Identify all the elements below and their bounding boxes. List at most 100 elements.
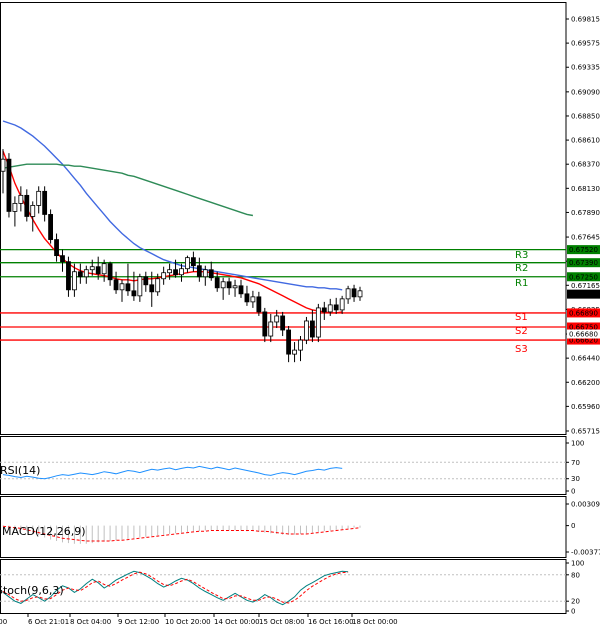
candle-body [119,283,125,291]
candle [89,259,95,276]
time-tick-label: 14 Oct 00:00 [214,618,260,626]
candle-body [351,288,357,298]
rsi-line [2,465,343,480]
candle [6,153,12,218]
moving-average-line [2,120,343,291]
candle [185,255,190,273]
rsi-tick-label: 30 [571,475,580,483]
level-price-box [567,272,600,282]
candle [77,263,83,284]
candle-body [77,271,83,278]
candle [256,291,262,316]
price-tick-label: 0.69090 [571,88,600,96]
time-tick-label: 5 Oct 13:00 [0,618,7,626]
rsi-panel-frame [0,436,567,495]
candle [48,209,53,244]
candle [101,259,107,282]
price-tick-label: 0.69575 [571,40,600,48]
candle-body [113,279,119,291]
candle [238,279,244,298]
candle-body [89,266,95,271]
macd-tick-label: -0.003776 [571,549,600,557]
candle [60,249,65,272]
candle [173,259,178,278]
candle [250,290,256,308]
candle [208,261,214,281]
candle [226,277,232,295]
candle-body [220,281,226,289]
level-name-s2: S2 [515,326,528,337]
candle-body [190,257,196,267]
candle-body [250,296,256,303]
price-tick-label: 0.66440 [571,355,600,363]
candle [280,311,286,337]
candle [345,285,351,304]
candle [149,271,155,307]
candle-body [24,194,30,217]
candle-body [18,194,24,204]
candle [179,263,184,282]
level-name-r2: R2 [515,263,528,274]
candle [143,271,149,292]
extra-price-box [567,329,600,339]
price-tick-label: 0.68130 [571,185,600,193]
macd-panel-frame [0,496,567,558]
candle [113,271,119,294]
candle-body [286,329,292,355]
macd-tick-label: 0.003093 [571,501,600,509]
extra-price-label: 0.66680 [569,331,598,339]
stoch-line [2,570,349,606]
stoch-title: Stoch(9,6,3) [0,584,64,597]
candle [36,186,42,214]
price-panel-frame [0,2,567,435]
price-tick-label: 0.65960 [571,403,600,411]
candle-body [131,290,137,297]
time-tick-label: 9 Oct 12:00 [118,618,159,626]
price-tick-label: 0.67890 [571,209,600,217]
stoch-tick-label: 80 [571,571,580,579]
candle-body [298,339,303,351]
candle-body [256,296,262,313]
candle [196,257,202,282]
stoch-tick-label: 100 [571,560,584,568]
candle-body [185,257,190,270]
candle [137,273,143,302]
candle [202,265,208,286]
price-tick-label: 0.65715 [571,428,600,436]
candle-body [232,285,238,289]
level-price-box [567,245,600,255]
candle-body [268,321,274,337]
candle [119,279,125,302]
time-tick-label: 8 Oct 04:00 [70,618,111,626]
candle-body [321,307,327,313]
candle [292,342,297,363]
candle [274,309,280,328]
candle-body [72,271,77,291]
level-price-box [567,335,600,345]
level-price-label: 0.67250 [569,273,598,281]
candle-body [304,320,309,341]
candle [268,313,274,343]
candle-body [167,269,173,274]
level-name-s1: S1 [515,312,528,323]
candle [220,277,226,300]
macd-signal-line [2,525,361,542]
candle [18,186,24,212]
candle [214,271,220,292]
rsi-title: RSI(14) [0,464,40,477]
candle [161,266,167,285]
candle [167,263,173,280]
candle-body [309,320,315,338]
candle [66,256,71,297]
candle-body [345,288,351,300]
candle-body [66,261,71,291]
level-price-box [567,322,600,332]
candle [83,265,89,284]
candle-body [244,293,250,303]
candle [0,149,6,194]
stoch-tick-label: 0 [571,608,575,616]
candle [54,233,59,262]
time-tick-label: 10 Oct 20:00 [165,618,211,626]
candle-body [357,290,363,298]
candle [232,279,238,297]
